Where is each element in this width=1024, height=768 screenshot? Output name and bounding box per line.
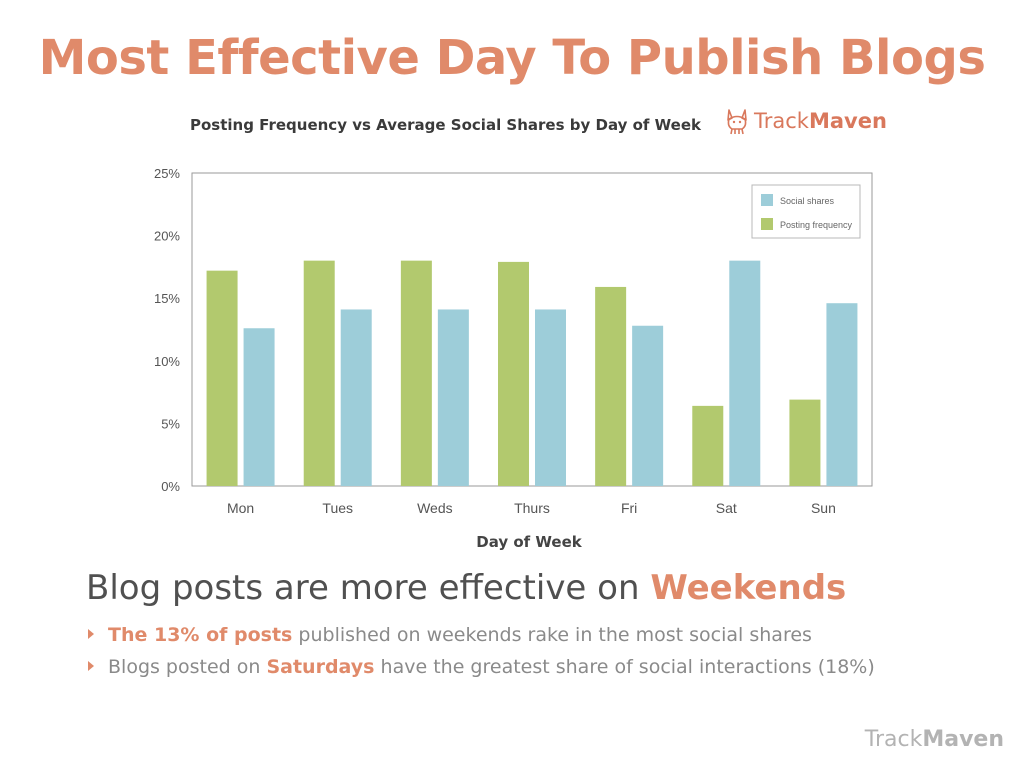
bar-posting-frequency-fri [595, 286, 627, 486]
bullet-arrow-icon [88, 661, 94, 671]
bullet-item: Blogs posted on Saturdays have the great… [86, 656, 875, 678]
y-tick-label: 5% [161, 416, 180, 431]
legend-swatch [761, 194, 773, 206]
bullet-text: have the greatest share of social intera… [374, 656, 875, 678]
bar-posting-frequency-thurs [498, 261, 529, 486]
footer-logo: TrackMaven [864, 727, 1004, 752]
plot-area-frame [191, 172, 873, 487]
x-tick-label: Sat [716, 500, 737, 516]
legend-box [751, 184, 861, 239]
bar-social-shares-tues [340, 309, 372, 486]
bar-chart: 0% 5% 10% 15% 20% 25% Mon Tues Weds Thurs Fri Sat Su… [154, 166, 873, 551]
y-tick-label: 10% [154, 354, 180, 369]
bullet-list: The 13% of posts published on weekends r… [86, 624, 875, 688]
logo-wordmark: TrackMaven [754, 109, 887, 133]
headline-accent: Weekends [650, 568, 847, 608]
bullet-accent: Saturdays [266, 656, 375, 678]
bar-posting-frequency-weds [400, 260, 432, 486]
bar-social-shares-mon [243, 328, 275, 486]
bar-social-shares-thurs [535, 309, 566, 486]
headline: Blog posts are more effective on Weekend… [86, 568, 846, 608]
bullet-text: published on weekends rake in the most s… [292, 624, 812, 646]
bar-posting-frequency-sat [692, 405, 724, 486]
trackmaven-logo: TrackMaven [724, 106, 887, 136]
x-tick-label: Tues [322, 500, 353, 516]
x-tick-label: Sun [811, 500, 836, 516]
chart-title: Posting Frequency vs Average Social Shar… [190, 116, 701, 134]
y-tick-label: 20% [154, 229, 180, 244]
bar-social-shares-fri [632, 325, 664, 486]
bar-social-shares-weds [437, 309, 469, 486]
bullet-text: Blogs posted on [108, 656, 267, 678]
x-tick-label: Weds [417, 500, 453, 516]
y-tick-label: 25% [154, 166, 180, 181]
bar-posting-frequency-tues [303, 260, 335, 486]
x-tick-label: Mon [227, 500, 254, 516]
bar-posting-frequency-mon [206, 270, 238, 486]
legend-label: Social shares [780, 196, 835, 206]
bar-social-shares-sun [826, 303, 858, 486]
slide-title: Most Effective Day To Publish Blogs [38, 30, 986, 86]
x-tick-label: Fri [621, 500, 637, 516]
y-tick-label: 0% [161, 479, 180, 494]
headline-text: Blog posts are more effective on [86, 568, 651, 608]
x-axis-label: Day of Week [476, 533, 583, 551]
bar-social-shares-sat [729, 260, 761, 486]
bullet-item: The 13% of posts published on weekends r… [86, 624, 875, 646]
bar-posting-frequency-sun [789, 399, 821, 486]
bullet-accent: The 13% of posts [108, 624, 293, 646]
bullet-arrow-icon [88, 629, 94, 639]
legend-label: Posting frequency [780, 220, 853, 230]
x-tick-label: Thurs [514, 500, 550, 516]
legend-swatch [761, 218, 773, 230]
corgi-dog-icon [727, 109, 747, 135]
y-tick-label: 15% [154, 291, 180, 306]
